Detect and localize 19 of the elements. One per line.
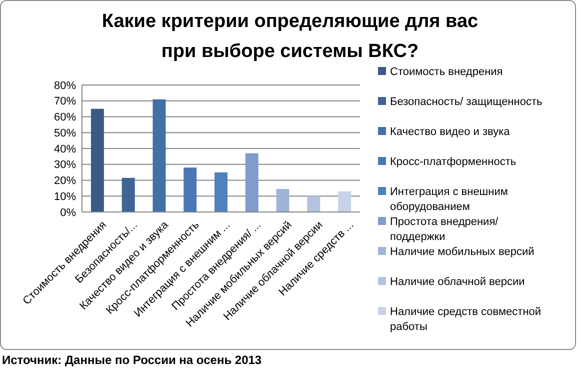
text: Источник: Данные по России на осень 2013 (2, 353, 262, 367)
y-tick-label: 20% (54, 175, 76, 188)
y-tick-label: 70% (54, 96, 76, 108)
y-tick-label: 30% (54, 159, 76, 172)
legend-label: Интеграция с внешним оборудованием (390, 186, 508, 213)
legend-label: Безопасность/ защищенность (390, 96, 542, 108)
y-tick-label: 60% (54, 112, 76, 124)
legend-label: Наличие облачной версии (390, 276, 525, 288)
legend-label: Простота внедрения/ поддержки (390, 216, 500, 243)
legend-label: Наличие средств совместной работы (390, 306, 542, 333)
y-tick-label: 80% (54, 80, 76, 92)
legend-label: Стоимость внедрения (390, 66, 503, 78)
chart-title: Какие критерии определяющие для вас при выборе системы ВКС? (102, 11, 479, 62)
legend-label: Качество видео и звука (390, 126, 511, 138)
y-tick-label: 0% (60, 206, 76, 219)
legend-label: Кросс-платформенность (390, 156, 516, 168)
y-tick-label: 10% (54, 190, 76, 203)
y-tick-label: 40% (54, 143, 76, 156)
y-tick-label: 50% (54, 127, 76, 140)
